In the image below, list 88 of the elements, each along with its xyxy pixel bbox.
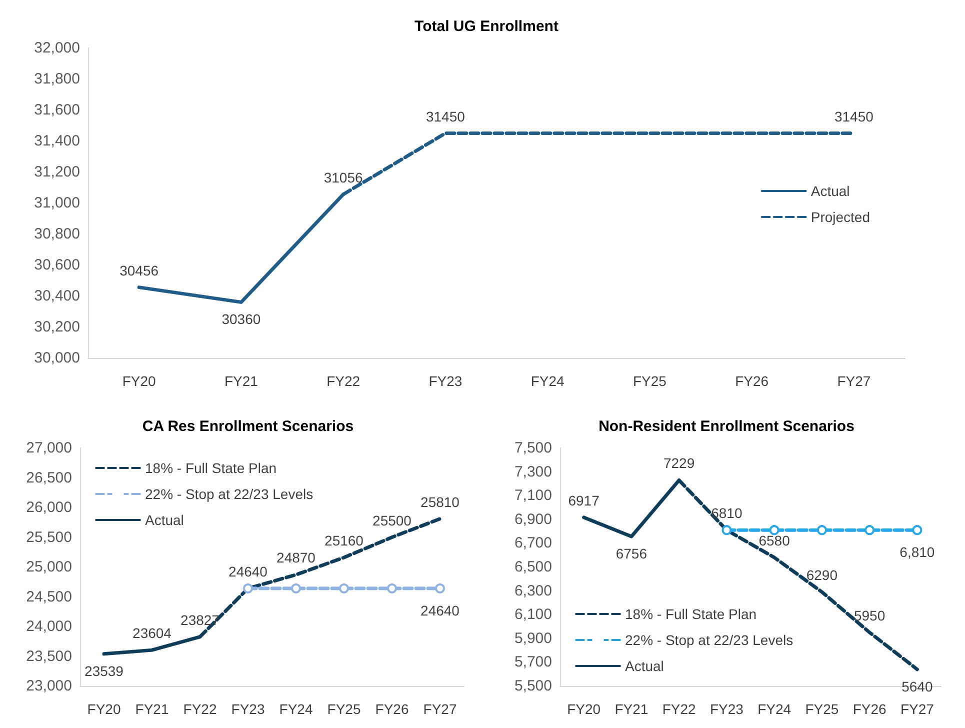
y-tick-label: 23,500 — [26, 648, 72, 665]
y-tick-label: 6,900 — [514, 510, 552, 528]
y-tick-label: 25,500 — [26, 528, 72, 546]
data-label: 6917 — [568, 492, 600, 508]
data-label: 6810 — [711, 505, 742, 522]
y-tick-label: 31,400 — [34, 132, 80, 150]
y-tick-label: 7,300 — [514, 463, 552, 480]
y-tick-label: 25,000 — [26, 558, 72, 576]
chart-title: Non-Resident Enrollment Scenarios — [598, 418, 854, 435]
data-label: 23604 — [132, 625, 172, 642]
y-tick-label: 30,000 — [34, 350, 80, 366]
x-tick-label: FY21 — [614, 701, 648, 717]
chart-title: CA Res Enrollment Scenarios — [142, 418, 354, 435]
y-tick-label: 30,400 — [34, 288, 80, 304]
x-tick-label: FY27 — [837, 373, 871, 389]
y-tick-label: 7,500 — [514, 440, 552, 456]
y-tick-label: 26,000 — [26, 499, 72, 516]
legend-label: Actual — [145, 512, 184, 528]
y-tick-label: 5,500 — [514, 678, 552, 694]
y-tick-label: 23,000 — [26, 678, 72, 694]
legend-label: Actual — [810, 183, 850, 199]
x-tick-label: FY23 — [710, 701, 744, 717]
x-tick-label: FY25 — [327, 701, 361, 717]
y-tick-label: 6,100 — [514, 606, 552, 624]
y-tick-label: 30,800 — [34, 226, 80, 242]
y-tick-label: 6,500 — [514, 558, 552, 576]
data-label: 6,810 — [900, 544, 935, 560]
y-tick-label: 24,000 — [26, 618, 72, 635]
y-tick-label: 32,000 — [34, 40, 80, 56]
x-tick-label: FY24 — [279, 701, 313, 717]
data-label: 25810 — [420, 494, 460, 510]
data-label: 5640 — [902, 678, 933, 694]
data-label: 24640 — [420, 602, 460, 618]
data-label: 6580 — [758, 532, 790, 548]
legend-label: 22% - Stop at 22/23 Levels — [625, 632, 794, 648]
data-label: 31056 — [324, 169, 363, 186]
y-tick-label: 31,600 — [34, 102, 80, 118]
x-tick-label: FY20 — [567, 701, 601, 717]
data-label: 6756 — [616, 546, 648, 562]
y-tick-label: 30,200 — [34, 318, 80, 336]
data-label: 31450 — [426, 108, 466, 124]
y-tick-label: 6,700 — [514, 534, 552, 552]
data-label: 24640 — [228, 563, 268, 580]
data-label: 30360 — [222, 311, 261, 328]
x-tick-label: FY23 — [231, 701, 265, 717]
data-label: 6290 — [806, 566, 838, 583]
data-label: 25160 — [324, 532, 364, 548]
y-tick-label: 5,900 — [514, 630, 552, 647]
data-label: 5950 — [854, 607, 886, 624]
x-tick-label: FY27 — [423, 701, 457, 717]
legend-label: Projected — [810, 209, 870, 225]
x-tick-label: FY21 — [135, 701, 169, 717]
y-tick-label: 26,500 — [26, 469, 72, 486]
y-tick-label: 27,000 — [26, 440, 72, 456]
x-tick-label: FY22 — [183, 701, 217, 717]
data-label: 30456 — [120, 262, 159, 278]
x-tick-label: FY23 — [428, 373, 462, 389]
chart-title: Total UG Enrollment — [414, 18, 558, 35]
y-tick-label: 31,200 — [34, 164, 80, 180]
x-tick-label: FY26 — [735, 373, 769, 389]
data-label: 7229 — [663, 455, 695, 472]
x-tick-label: FY27 — [900, 701, 934, 717]
y-tick-label: 31,800 — [34, 70, 80, 88]
x-tick-label: FY26 — [852, 701, 887, 717]
x-tick-label: FY24 — [530, 373, 565, 389]
x-tick-label: FY24 — [758, 701, 792, 717]
y-tick-label: 31,000 — [34, 194, 80, 212]
legend-label: 18% - Full State Plan — [625, 606, 757, 622]
y-tick-label: 30,600 — [34, 256, 80, 274]
x-tick-label: FY25 — [805, 701, 839, 717]
x-tick-label: FY20 — [87, 701, 121, 717]
data-label: 31450 — [834, 108, 874, 124]
x-tick-label: FY21 — [224, 373, 258, 389]
x-tick-label: FY26 — [375, 701, 409, 717]
legend-label: Actual — [625, 658, 664, 674]
x-tick-label: FY22 — [662, 701, 696, 717]
y-tick-label: 6,300 — [514, 582, 552, 600]
data-label: 25500 — [372, 512, 412, 528]
x-tick-label: FY20 — [122, 373, 156, 389]
x-tick-label: FY25 — [632, 373, 667, 389]
data-label: 24870 — [276, 550, 316, 566]
y-tick-label: 5,700 — [514, 654, 552, 671]
y-tick-label: 24,500 — [26, 588, 72, 606]
data-label: 23539 — [84, 662, 124, 679]
legend-label: 18% - Full State Plan — [145, 460, 277, 476]
y-tick-label: 7,100 — [514, 487, 552, 504]
legend-label: 22% - Stop at 22/23 Levels — [145, 486, 314, 502]
x-tick-label: FY22 — [326, 373, 360, 389]
